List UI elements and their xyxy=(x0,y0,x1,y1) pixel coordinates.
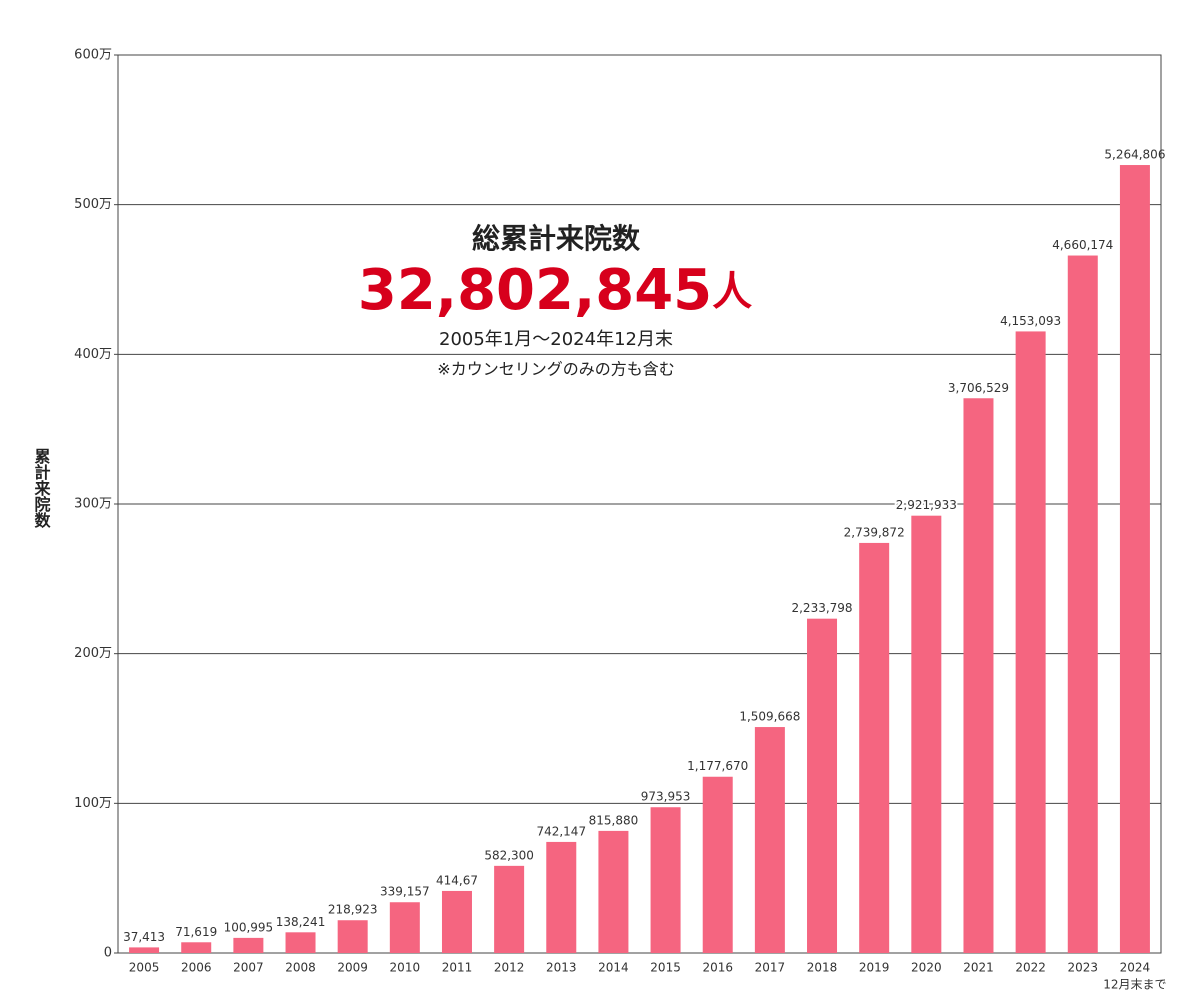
bar xyxy=(807,618,838,953)
y-tick-label: 300万 xyxy=(74,497,112,512)
data-label: 71,619 xyxy=(175,925,217,939)
x-tick-label: 2018 xyxy=(807,961,838,975)
x-tick-label: 2019 xyxy=(859,961,890,975)
bar xyxy=(702,776,733,953)
data-label: 4,660,174 xyxy=(1052,238,1113,252)
data-label: 2,233,798 xyxy=(791,601,852,615)
data-label: 2,739,872 xyxy=(844,525,905,539)
data-label: 3,706,529 xyxy=(948,381,1009,395)
data-label: 100,995 xyxy=(224,920,274,934)
data-label: 742,147 xyxy=(536,824,586,838)
x-tick-label: 2007 xyxy=(233,961,264,975)
bar xyxy=(494,865,525,953)
data-label: 218,923 xyxy=(328,903,378,917)
y-tick-label: 200万 xyxy=(74,646,112,661)
x-tick-label: 2005 xyxy=(129,961,160,975)
x-tick-label: 2023 xyxy=(1068,961,1099,975)
bar xyxy=(285,932,316,953)
bar xyxy=(754,727,785,953)
data-label: 582,300 xyxy=(484,848,534,862)
x-tick-label: 2024 xyxy=(1120,961,1151,975)
data-label: 138,241 xyxy=(276,915,326,929)
plot-frame xyxy=(117,54,1162,954)
y-tick-label: 100万 xyxy=(74,796,112,811)
bar xyxy=(546,841,577,953)
bar xyxy=(911,515,942,953)
bar xyxy=(650,807,681,953)
x-tick-label: 2015 xyxy=(650,961,681,975)
summary-title: 総累計来院数 xyxy=(472,222,641,255)
data-label: 815,880 xyxy=(589,813,639,827)
x-tick-label: 2013 xyxy=(546,961,577,975)
x-tick-label: 2011 xyxy=(442,961,473,975)
bar xyxy=(963,398,994,953)
data-label: 1,177,670 xyxy=(687,759,748,773)
summary-note: ※カウンセリングのみの方も含む xyxy=(437,360,674,379)
data-label: 5,264,806 xyxy=(1104,148,1165,162)
bar xyxy=(337,920,368,953)
bar xyxy=(1119,165,1150,953)
x-tick-label: 2020 xyxy=(911,961,942,975)
data-label: 1,509,668 xyxy=(739,710,800,724)
data-label: 2,921,933 xyxy=(896,498,957,512)
bar xyxy=(181,942,212,953)
x-tick-label: 2021 xyxy=(963,961,994,975)
data-label: 973,953 xyxy=(641,790,691,804)
y-axis-label: 累計来院数 xyxy=(32,448,52,529)
data-label: 414,67 xyxy=(436,873,478,887)
bar xyxy=(129,947,160,953)
summary-total: 32,802,845人 xyxy=(358,258,752,323)
y-tick-label: 500万 xyxy=(74,197,112,212)
x-tick-label: 2006 xyxy=(181,961,212,975)
data-label: 339,157 xyxy=(380,885,430,899)
x-tick-label: 2017 xyxy=(755,961,786,975)
total-unit: 人 xyxy=(712,269,752,315)
summary-period: 2005年1月～2024年12月末 xyxy=(439,329,673,350)
bar xyxy=(1015,331,1046,953)
bar xyxy=(1067,255,1098,954)
x-tick-label: 2022 xyxy=(1015,961,1046,975)
y-tick-label: 400万 xyxy=(74,347,112,362)
data-label: 37,413 xyxy=(123,930,165,944)
y-tick-label: 600万 xyxy=(74,48,112,63)
x-tick-label: 2010 xyxy=(390,961,421,975)
x-tick-label: 2009 xyxy=(337,961,368,975)
data-label: 4,153,093 xyxy=(1000,314,1061,328)
x-tick-label: 2008 xyxy=(285,961,316,975)
bar xyxy=(389,902,420,953)
x-note: 12月末まで xyxy=(1103,978,1166,992)
x-tick-label: 2014 xyxy=(598,961,629,975)
bar xyxy=(859,542,890,953)
y-tick-label: 0 xyxy=(104,946,112,961)
bar xyxy=(441,890,472,953)
x-tick-label: 2012 xyxy=(494,961,525,975)
bar xyxy=(598,830,629,953)
bar xyxy=(233,937,264,953)
x-tick-label: 2016 xyxy=(702,961,733,975)
total-value: 32,802,845 xyxy=(358,258,712,323)
